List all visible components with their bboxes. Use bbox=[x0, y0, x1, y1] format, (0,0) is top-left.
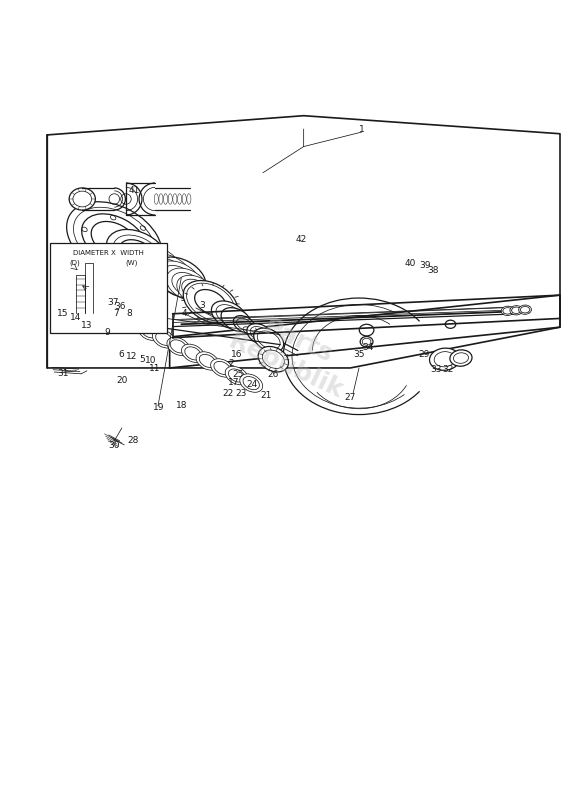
Ellipse shape bbox=[144, 254, 193, 292]
Text: 41: 41 bbox=[129, 186, 140, 194]
Text: 22: 22 bbox=[223, 389, 234, 398]
Text: 1: 1 bbox=[359, 125, 365, 134]
Text: 31: 31 bbox=[57, 370, 69, 378]
Text: 2: 2 bbox=[228, 359, 234, 368]
Text: 19: 19 bbox=[154, 403, 165, 412]
Text: 15: 15 bbox=[57, 310, 69, 318]
Text: 30: 30 bbox=[109, 441, 120, 450]
Text: 25: 25 bbox=[232, 370, 244, 379]
Ellipse shape bbox=[450, 350, 472, 366]
Ellipse shape bbox=[69, 188, 95, 210]
Text: 35: 35 bbox=[353, 350, 365, 359]
Text: (D): (D) bbox=[69, 260, 80, 266]
Ellipse shape bbox=[183, 281, 238, 324]
Text: DIAMETER X  WIDTH: DIAMETER X WIDTH bbox=[73, 250, 144, 255]
Ellipse shape bbox=[196, 352, 219, 370]
Ellipse shape bbox=[211, 358, 234, 377]
Text: 37: 37 bbox=[107, 298, 119, 306]
Text: 36: 36 bbox=[114, 302, 126, 311]
Ellipse shape bbox=[131, 246, 183, 286]
Text: 33: 33 bbox=[431, 366, 442, 374]
Text: 26: 26 bbox=[267, 370, 279, 379]
Text: 23: 23 bbox=[235, 389, 246, 398]
Ellipse shape bbox=[177, 275, 215, 306]
Text: 17: 17 bbox=[228, 378, 239, 387]
Ellipse shape bbox=[211, 301, 247, 329]
Ellipse shape bbox=[106, 230, 169, 279]
Ellipse shape bbox=[67, 202, 162, 278]
Ellipse shape bbox=[234, 316, 255, 333]
Ellipse shape bbox=[240, 374, 263, 392]
Text: 16: 16 bbox=[231, 350, 242, 359]
Ellipse shape bbox=[429, 348, 460, 370]
Ellipse shape bbox=[182, 344, 204, 362]
Text: 3: 3 bbox=[199, 301, 204, 310]
Ellipse shape bbox=[54, 305, 78, 324]
Text: 21: 21 bbox=[260, 391, 272, 400]
Text: 32: 32 bbox=[443, 366, 454, 374]
Text: 5: 5 bbox=[140, 354, 145, 364]
Text: 38: 38 bbox=[427, 266, 439, 275]
Ellipse shape bbox=[167, 337, 190, 356]
Ellipse shape bbox=[501, 306, 514, 315]
Ellipse shape bbox=[360, 337, 373, 347]
Text: 34: 34 bbox=[362, 343, 373, 352]
Ellipse shape bbox=[156, 261, 201, 297]
Text: 12: 12 bbox=[126, 352, 137, 362]
Ellipse shape bbox=[152, 330, 175, 348]
Ellipse shape bbox=[253, 328, 284, 352]
Text: Parts
Republik: Parts Republik bbox=[225, 304, 359, 403]
Text: 10: 10 bbox=[145, 357, 157, 366]
Text: 42: 42 bbox=[295, 235, 307, 244]
Ellipse shape bbox=[519, 305, 531, 314]
Text: 24: 24 bbox=[247, 380, 258, 389]
Ellipse shape bbox=[445, 320, 456, 328]
Text: 39: 39 bbox=[419, 262, 430, 270]
Ellipse shape bbox=[510, 306, 523, 315]
Text: 14: 14 bbox=[69, 313, 81, 322]
Bar bbox=[50, 242, 167, 333]
Text: 27: 27 bbox=[345, 393, 356, 402]
Ellipse shape bbox=[166, 268, 208, 301]
Text: 9: 9 bbox=[105, 329, 110, 338]
Ellipse shape bbox=[221, 308, 251, 331]
Ellipse shape bbox=[258, 346, 288, 372]
Ellipse shape bbox=[225, 366, 248, 385]
Text: 7: 7 bbox=[113, 310, 119, 318]
Text: 40: 40 bbox=[405, 258, 416, 267]
Text: 20: 20 bbox=[116, 376, 127, 386]
Text: 18: 18 bbox=[176, 402, 187, 410]
Text: 29: 29 bbox=[418, 350, 429, 359]
Text: (W): (W) bbox=[126, 260, 138, 266]
Text: 8: 8 bbox=[126, 310, 132, 318]
Text: 28: 28 bbox=[128, 436, 139, 446]
Ellipse shape bbox=[359, 324, 374, 336]
Ellipse shape bbox=[67, 302, 99, 329]
Text: 13: 13 bbox=[81, 321, 92, 330]
Ellipse shape bbox=[247, 324, 273, 345]
Ellipse shape bbox=[138, 322, 161, 341]
Text: 6: 6 bbox=[119, 350, 124, 359]
Text: 4: 4 bbox=[182, 310, 187, 318]
Text: 11: 11 bbox=[150, 364, 161, 373]
